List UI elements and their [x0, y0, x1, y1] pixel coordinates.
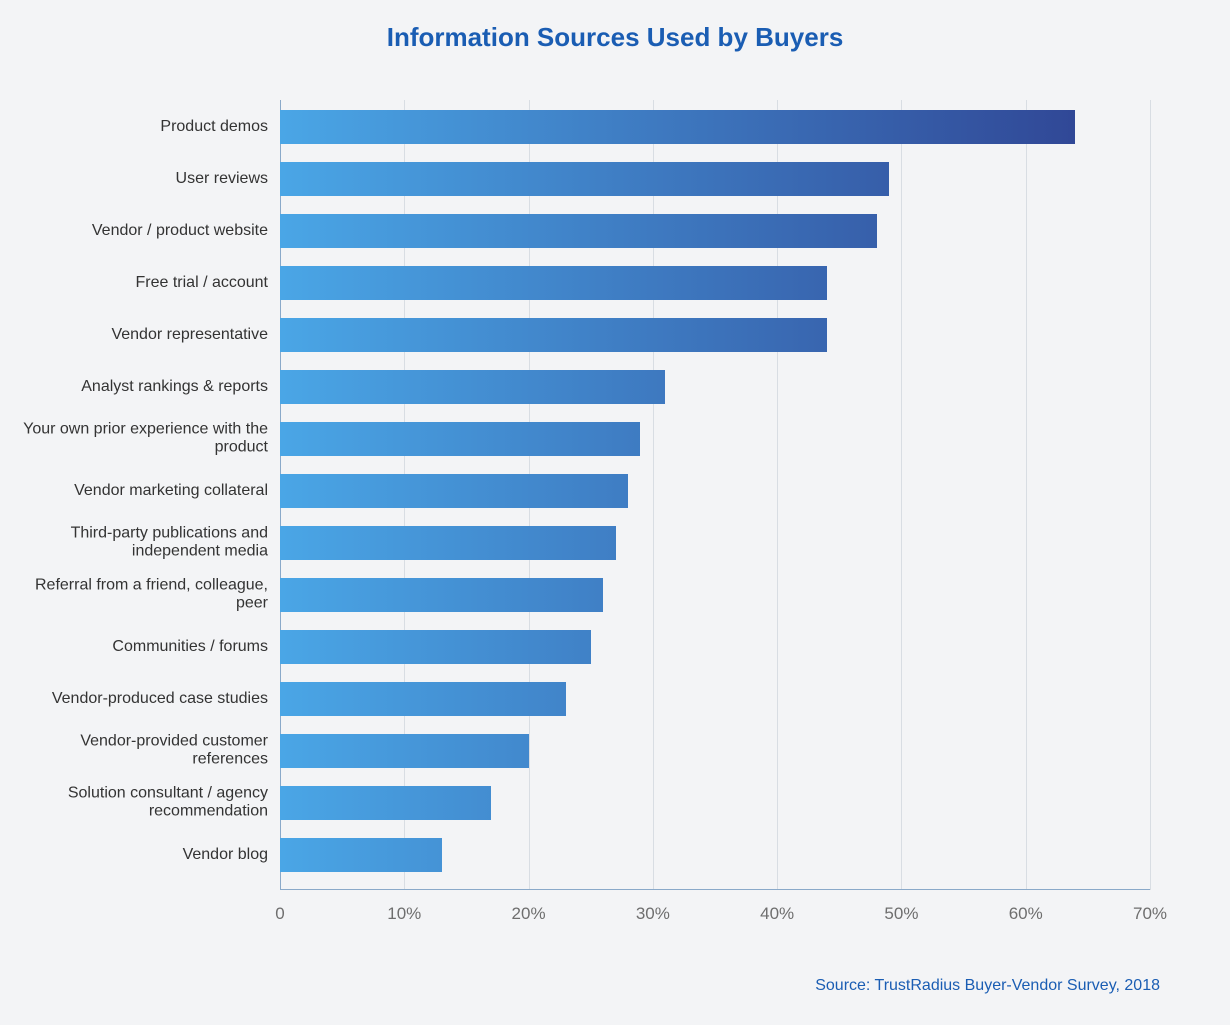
bar-row: Analyst rankings & reports	[280, 370, 1150, 404]
bar-label: Product demos	[18, 118, 280, 136]
bar-row: Vendor-produced case studies	[280, 682, 1150, 716]
bar	[280, 578, 603, 612]
bar-row: Vendor-provided customer references	[280, 734, 1150, 768]
bar	[280, 318, 827, 352]
bar	[280, 786, 491, 820]
bar-row: Vendor marketing collateral	[280, 474, 1150, 508]
chart-canvas: Information Sources Used by Buyers 010%2…	[0, 0, 1230, 1025]
bar	[280, 734, 529, 768]
bar-label: Vendor blog	[18, 846, 280, 864]
bar-row: Communities / forums	[280, 630, 1150, 664]
bar-label: Vendor-produced case studies	[18, 690, 280, 708]
bar	[280, 110, 1075, 144]
bar	[280, 630, 591, 664]
bar-row: Vendor / product website	[280, 214, 1150, 248]
bar-label: Vendor representative	[18, 326, 280, 344]
chart-title: Information Sources Used by Buyers	[0, 22, 1230, 53]
bar-label: Analyst rankings & reports	[18, 378, 280, 396]
bar	[280, 526, 616, 560]
x-tick-label: 70%	[1133, 890, 1167, 924]
x-tick-label: 60%	[1009, 890, 1043, 924]
bar-label: Referral from a friend, colleague, peer	[18, 577, 280, 614]
bar-row: User reviews	[280, 162, 1150, 196]
bar	[280, 266, 827, 300]
bar-row: Your own prior experience with the produ…	[280, 422, 1150, 456]
bar	[280, 214, 877, 248]
bar	[280, 474, 628, 508]
bar-label: Communities / forums	[18, 638, 280, 656]
bar-row: Solution consultant / agency recommendat…	[280, 786, 1150, 820]
bar-row: Third-party publications and independent…	[280, 526, 1150, 560]
bar-row: Product demos	[280, 110, 1150, 144]
bar-row: Referral from a friend, colleague, peer	[280, 578, 1150, 612]
x-tick-label: 40%	[760, 890, 794, 924]
x-tick-label: 0	[275, 890, 284, 924]
bar	[280, 162, 889, 196]
bar-label: Vendor marketing collateral	[18, 482, 280, 500]
x-tick-label: 20%	[512, 890, 546, 924]
x-tick-label: 50%	[884, 890, 918, 924]
bar-label: Vendor-provided customer references	[18, 733, 280, 770]
gridline	[1150, 100, 1151, 890]
x-axis-line	[280, 889, 1150, 890]
bar-label: Your own prior experience with the produ…	[18, 421, 280, 458]
x-tick-label: 10%	[387, 890, 421, 924]
bar-label: Solution consultant / agency recommendat…	[18, 785, 280, 822]
bar	[280, 682, 566, 716]
bar-row: Free trial / account	[280, 266, 1150, 300]
source-caption: Source: TrustRadius Buyer-Vendor Survey,…	[815, 977, 1160, 995]
bar-label: User reviews	[18, 170, 280, 188]
bar-row: Vendor representative	[280, 318, 1150, 352]
bar	[280, 370, 665, 404]
x-tick-label: 30%	[636, 890, 670, 924]
bar	[280, 422, 640, 456]
bar-label: Free trial / account	[18, 274, 280, 292]
plot-area: 010%20%30%40%50%60%70%Product demosUser …	[280, 100, 1150, 890]
bar-row: Vendor blog	[280, 838, 1150, 872]
bar-label: Third-party publications and independent…	[18, 525, 280, 562]
bar-label: Vendor / product website	[18, 222, 280, 240]
bar	[280, 838, 442, 872]
